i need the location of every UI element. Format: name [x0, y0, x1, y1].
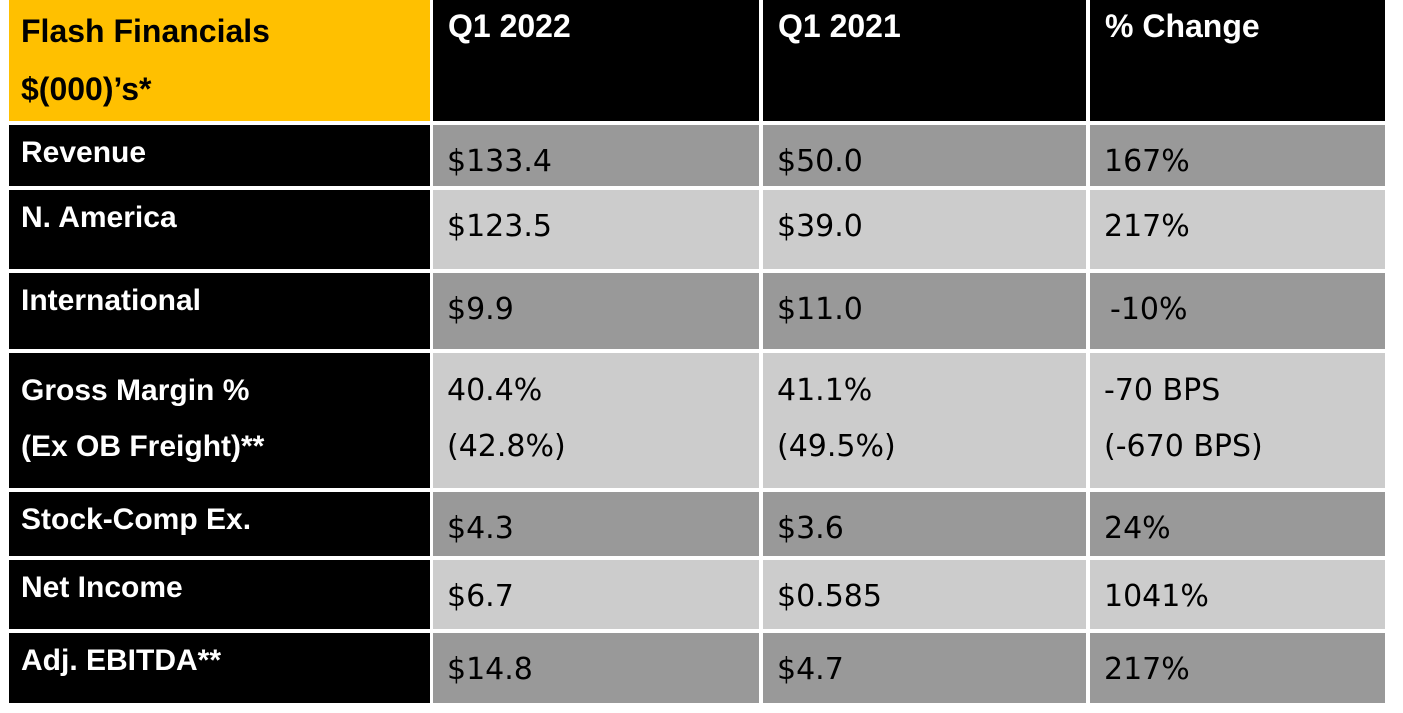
table-title: Flash Financials: [21, 13, 270, 49]
cell-gross-margin-q1-2022-ex-freight: (42.8%): [447, 429, 566, 464]
cell-adj-ebitda-q1-2022: $14.8: [433, 633, 759, 703]
row-label-n-america: N. America: [9, 190, 430, 269]
table-title-cell: Flash Financials $(000)’s*: [9, 0, 430, 121]
cell-gross-margin-q1-2021-ex-freight: (49.5%): [777, 429, 896, 464]
cell-revenue-q1-2022: $133.4: [433, 125, 759, 186]
row-label-net-income: Net Income: [9, 560, 430, 629]
row-label-stock-comp: Stock-Comp Ex.: [9, 492, 430, 556]
cell-n-america-q1-2021: $39.0: [763, 190, 1086, 269]
column-header-q1-2022: Q1 2022: [433, 0, 759, 121]
cell-international-q1-2021: $11.0: [763, 273, 1086, 349]
cell-gross-margin-q1-2022: 40.4% (42.8%): [433, 353, 759, 488]
cell-stock-comp-change: 24%: [1090, 492, 1385, 556]
row-label-gross-margin: Gross Margin % (Ex OB Freight)**: [9, 353, 430, 488]
cell-net-income-q1-2022: $6.7: [433, 560, 759, 629]
cell-net-income-change: 1041%: [1090, 560, 1385, 629]
column-header-q1-2021: Q1 2021: [763, 0, 1086, 121]
cell-gross-margin-change-ex-freight: (-670 BPS): [1104, 429, 1263, 464]
cell-international-q1-2022: $9.9: [433, 273, 759, 349]
cell-gross-margin-change: -70 BPS (-670 BPS): [1090, 353, 1385, 488]
cell-adj-ebitda-change: 217%: [1090, 633, 1385, 703]
row-label-gross-margin-line1: Gross Margin %: [21, 374, 250, 407]
cell-n-america-q1-2022: $123.5: [433, 190, 759, 269]
cell-net-income-q1-2021: $0.585: [763, 560, 1086, 629]
cell-gross-margin-change-value: -70 BPS: [1104, 373, 1221, 408]
cell-adj-ebitda-q1-2021: $4.7: [763, 633, 1086, 703]
cell-stock-comp-q1-2022: $4.3: [433, 492, 759, 556]
cell-stock-comp-q1-2021: $3.6: [763, 492, 1086, 556]
row-label-adj-ebitda: Adj. EBITDA**: [9, 633, 430, 703]
column-header-percent-change: % Change: [1090, 0, 1385, 121]
row-label-international: International: [9, 273, 430, 349]
cell-revenue-change: 167%: [1090, 125, 1385, 186]
cell-international-change: -10%: [1090, 273, 1385, 349]
cell-n-america-change: 217%: [1090, 190, 1385, 269]
row-label-revenue: Revenue: [9, 125, 430, 186]
table-title-units: $(000)’s*: [21, 71, 152, 107]
cell-gross-margin-q1-2021-value: 41.1%: [777, 373, 873, 408]
row-label-gross-margin-line2: (Ex OB Freight)**: [21, 430, 265, 463]
cell-gross-margin-q1-2021: 41.1% (49.5%): [763, 353, 1086, 488]
cell-gross-margin-q1-2022-value: 40.4%: [447, 373, 543, 408]
cell-revenue-q1-2021: $50.0: [763, 125, 1086, 186]
